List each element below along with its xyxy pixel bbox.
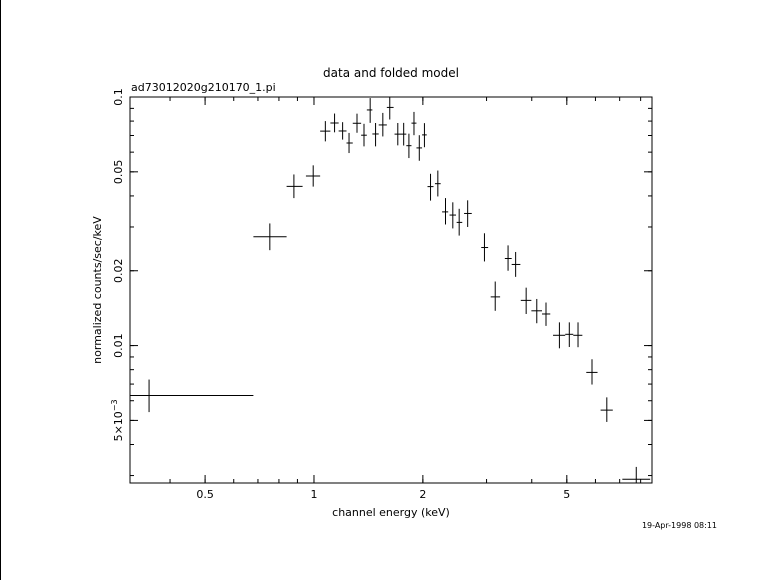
x-tick-label: 1 [310, 488, 317, 501]
data-point [286, 174, 303, 199]
x-tick-label: 0.5 [196, 488, 214, 501]
x-axis-label: channel energy (keV) [332, 506, 450, 519]
data-point [490, 281, 501, 311]
y-axis-label: normalized counts/sec/keV [91, 216, 104, 364]
data-point [372, 122, 379, 147]
y-tick-label: 0.1 [112, 88, 125, 106]
data-point [449, 202, 457, 229]
data-point [504, 245, 512, 271]
data-point [352, 113, 362, 133]
data-point [378, 112, 387, 137]
data-point [411, 111, 417, 136]
data-point [600, 397, 613, 422]
data-point [366, 98, 373, 123]
data-point [456, 208, 463, 236]
data-point [305, 165, 321, 187]
data-point [394, 122, 401, 146]
data-point [511, 251, 521, 277]
data-point [330, 113, 339, 133]
data-point [586, 359, 598, 385]
data-point [427, 173, 434, 201]
y-tick-label: 0.02 [112, 258, 125, 283]
data-point [386, 97, 394, 120]
x-tick-label: 2 [419, 488, 426, 501]
y-tick-label: 0.05 [112, 160, 125, 185]
data-point [573, 322, 583, 348]
data-point [400, 122, 407, 146]
data-point [320, 121, 331, 142]
data-point [542, 302, 551, 326]
data-point [416, 135, 423, 161]
y-tick-label: 5×10−3 [110, 399, 125, 441]
y-tick-label: 0.01 [112, 333, 125, 358]
data-point [520, 287, 532, 314]
plot-frame [129, 96, 653, 484]
data-point [361, 123, 367, 147]
x-tick-label: 5 [563, 488, 570, 501]
data-point [553, 322, 566, 349]
axis-ticks: 0.5 1 2 5 5×10−3 0.01 0.02 0.05 0.1 [110, 88, 652, 501]
chart-subtitle: ad73012020g210170_1.pi [131, 81, 276, 94]
data-point [406, 133, 412, 159]
data-point [130, 379, 254, 413]
window-left-border [0, 0, 1, 580]
data-point [346, 132, 353, 154]
chart-title: data and folded model [323, 66, 459, 80]
data-point [442, 198, 449, 225]
data-point [622, 466, 651, 483]
data-point [481, 233, 489, 262]
data-point [422, 123, 427, 148]
data-point [531, 298, 543, 324]
data-point [434, 170, 441, 197]
data-point [565, 322, 574, 347]
data-point [253, 223, 287, 251]
data-point [338, 122, 347, 140]
timestamp: 19-Apr-1998 08:11 [642, 521, 717, 530]
data-points [130, 97, 651, 483]
data-point [464, 200, 472, 227]
